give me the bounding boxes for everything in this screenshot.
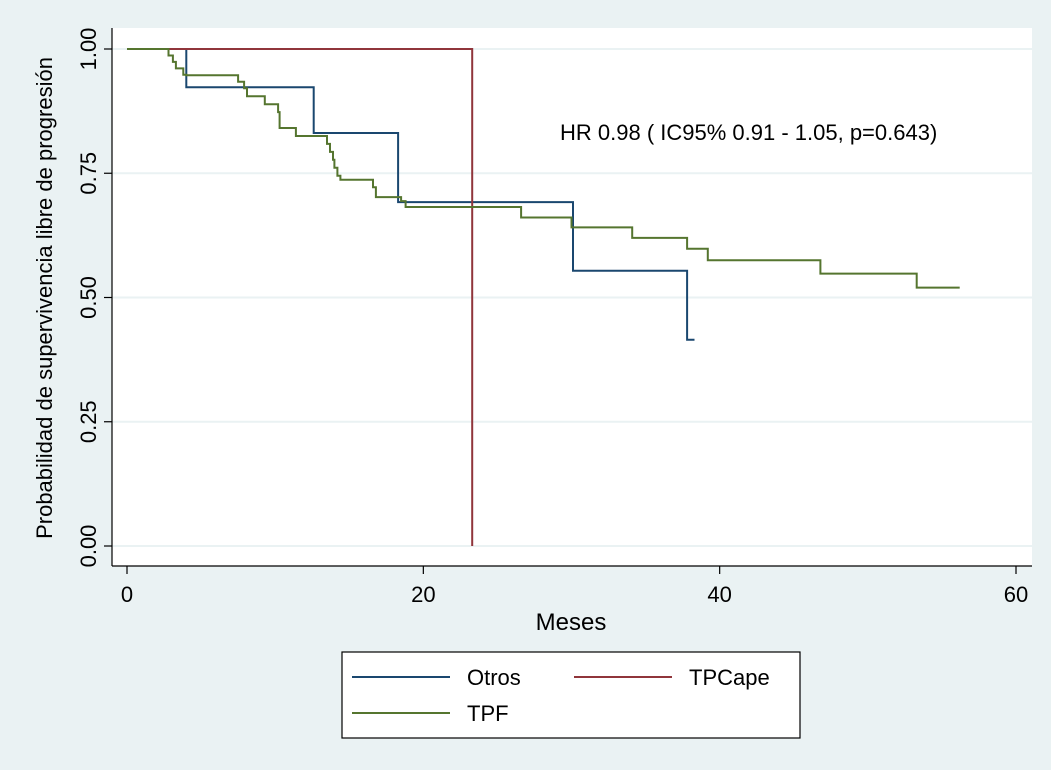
legend: Otros TPCape TPF bbox=[341, 651, 801, 739]
x-tick-label-2: 40 bbox=[707, 582, 731, 607]
legend-label-otros: Otros bbox=[467, 665, 521, 690]
x-axis-label: Meses bbox=[536, 609, 607, 636]
y-tick-label-0: 0.00 bbox=[76, 525, 101, 568]
legend-label-tpf: TPF bbox=[467, 701, 509, 726]
series-line-tpcape bbox=[127, 48, 474, 546]
x-tick-label-3: 60 bbox=[1004, 582, 1028, 607]
legend-label-tpcape: TPCape bbox=[689, 665, 770, 690]
y-tick-label-1: 0.25 bbox=[76, 400, 101, 443]
x-tick-label-1: 20 bbox=[411, 582, 435, 607]
x-tick-label-0: 0 bbox=[121, 582, 133, 607]
series-lines bbox=[127, 48, 960, 546]
series-line-tpf bbox=[127, 48, 960, 289]
y-axis-label: Probabilidad de supervivencia libre de p… bbox=[32, 57, 57, 539]
y-tick-label-4: 1.00 bbox=[76, 28, 101, 71]
legend-box bbox=[341, 651, 801, 739]
y-tick-label-2: 0.50 bbox=[76, 276, 101, 319]
y-tick-label-3: 0.75 bbox=[76, 152, 101, 195]
axes: 0.00 0.25 0.50 0.75 1.00 0 20 40 60 bbox=[76, 28, 1032, 607]
hr-annotation: HR 0.98 ( IC95% 0.91 - 1.05, p=0.643) bbox=[560, 120, 937, 145]
series-line-otros bbox=[127, 48, 695, 341]
